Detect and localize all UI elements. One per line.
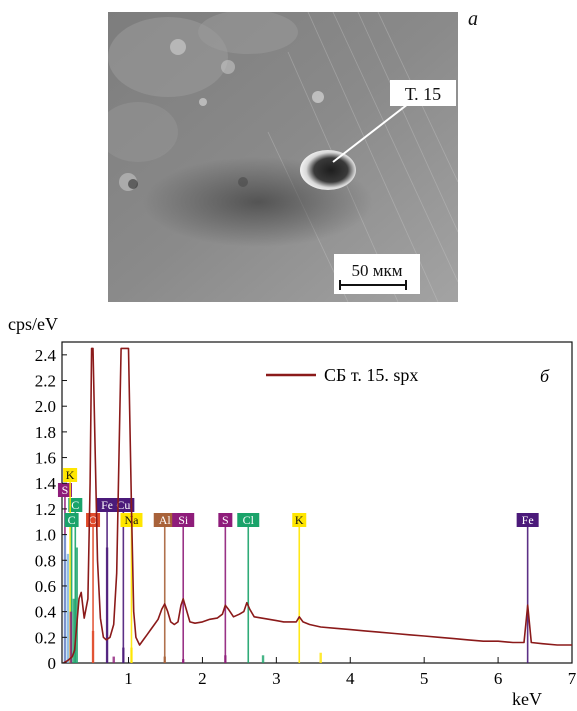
plot-area [61, 341, 573, 664]
y-tick-label: 1.8 [35, 423, 56, 442]
x-tick-label: 2 [198, 669, 207, 688]
element-marker-k: K [63, 468, 78, 482]
element-marker-box [153, 513, 176, 527]
element-marker-s: S [218, 513, 233, 527]
element-marker-label: K [66, 468, 75, 482]
y-tick-label: 0 [48, 654, 57, 673]
x-tick-label: 4 [346, 669, 355, 688]
element-marker-label: C [71, 498, 79, 512]
element-marker-box [57, 483, 72, 497]
element-marker-box [218, 513, 233, 527]
element-marker-label: Si [178, 513, 189, 527]
element-marker-label: Fe [101, 498, 113, 512]
x-tick-label: 5 [420, 669, 429, 688]
element-marker-label: S [222, 513, 229, 527]
element-marker-label: O [89, 513, 98, 527]
y-tick-label: 0.4 [35, 603, 57, 622]
y-tick-label: 1.2 [35, 500, 56, 519]
legend: СБ т. 15. spx [266, 365, 418, 385]
element-marker-label: Al [159, 513, 172, 527]
element-marker-c: C [68, 498, 83, 512]
spectrum-series [63, 347, 572, 664]
y-tick-label: 2.2 [35, 372, 56, 391]
y-tick-label: 0.6 [35, 577, 56, 596]
scale-bar-label: 50 мкм [351, 261, 402, 280]
element-marker-label: C [68, 513, 76, 527]
sem-micrograph: Т. 15 50 мкм [108, 12, 458, 302]
element-marker-o: O [86, 513, 101, 527]
y-axis-label: cps/eV [8, 314, 58, 334]
panel-a-letter: а [468, 8, 478, 30]
element-marker-box [237, 513, 260, 527]
y-tick-label: 0.8 [35, 551, 56, 570]
element-marker-label: S [62, 483, 69, 497]
panel-b-letter: б [540, 366, 550, 386]
element-marker-cl: Cl [237, 513, 260, 527]
element-marker-al: Al [153, 513, 176, 527]
element-marker-c: C [64, 513, 79, 527]
element-marker-box [63, 468, 78, 482]
legend-label: СБ т. 15. spx [324, 365, 418, 385]
element-marker-box [172, 513, 195, 527]
x-tick-label: 7 [568, 669, 577, 688]
y-tick-label: 1.4 [35, 474, 57, 493]
surface-deposits [108, 12, 324, 191]
element-marker-label: K [295, 513, 304, 527]
x-axis-label: keV [512, 689, 542, 709]
analysis-particle [300, 150, 356, 190]
y-tick-label: 1.0 [35, 526, 56, 545]
element-marker-fe: Fe [516, 513, 539, 527]
element-marker-label: Cl [243, 513, 255, 527]
element-marker-s: S [57, 483, 72, 497]
element-marker-label: Fe [522, 513, 534, 527]
x-tick-label: 6 [494, 669, 503, 688]
point-label-box [390, 80, 456, 106]
y-tick-label: 2.4 [35, 346, 57, 365]
x-tick-label: 3 [272, 669, 281, 688]
point-label: Т. 15 [405, 84, 441, 104]
element-marker-box [68, 498, 83, 512]
point-leader-line [332, 103, 409, 163]
y-tick-label: 1.6 [35, 449, 56, 468]
element-marker-box [292, 513, 307, 527]
x-tick-label: 1 [124, 669, 133, 688]
element-marker-box [64, 513, 79, 527]
element-marker-label: Cu [116, 498, 130, 512]
element-marker-k: K [292, 513, 307, 527]
y-tick-label: 2.0 [35, 397, 56, 416]
y-tick-label: 0.2 [35, 628, 56, 647]
element-marker-si: Si [172, 513, 195, 527]
element-marker-box [516, 513, 539, 527]
